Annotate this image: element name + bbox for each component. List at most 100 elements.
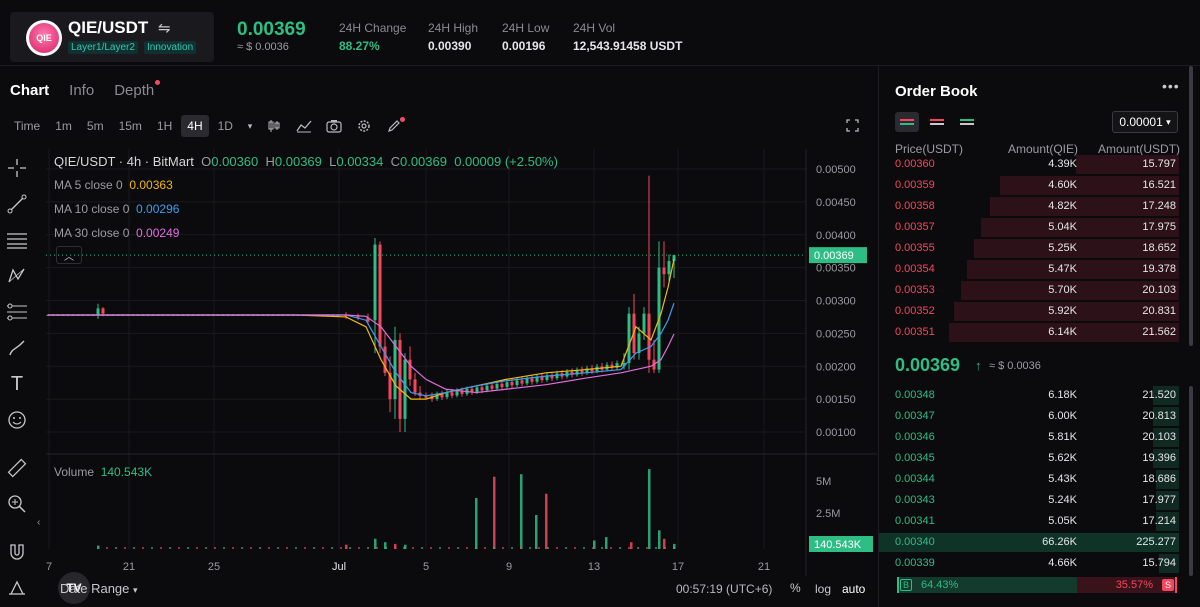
volume-legend[interactable]: Volume 140.543K: [54, 465, 152, 479]
depth-bar: [1075, 155, 1179, 174]
volume-bar: [268, 547, 270, 549]
tab-chart[interactable]: Chart: [10, 82, 50, 99]
ma5-legend[interactable]: MA 5 close 0 0.00363: [54, 178, 173, 192]
ma10-legend[interactable]: MA 10 close 0 0.00296: [54, 202, 179, 216]
ask-row[interactable]: 0.00351 6.14K 21.562: [879, 322, 1179, 343]
candle-body: [545, 375, 549, 380]
bid-price: 0.00347: [895, 410, 935, 422]
ask-row[interactable]: 0.00360 4.39K 15.797: [879, 154, 1179, 175]
view-bids-icon[interactable]: [955, 112, 979, 132]
interval-1m[interactable]: 1m: [55, 119, 72, 133]
chart-clock[interactable]: 00:57:19 (UTC+6): [676, 582, 773, 596]
buy-ratio-bar: [897, 577, 1078, 593]
horizontal-lines-icon[interactable]: [5, 228, 29, 252]
date-range-button[interactable]: Date Range ▾: [60, 581, 138, 596]
ask-row[interactable]: 0.00353 5.70K 20.103: [879, 280, 1179, 301]
ma-line-ma30: [48, 314, 675, 394]
ask-row[interactable]: 0.00359 4.60K 16.521: [879, 175, 1179, 196]
ruler-icon[interactable]: [5, 456, 29, 480]
candle-type-icon[interactable]: [266, 118, 282, 134]
volume-bar: [583, 547, 585, 549]
fullscreen-icon[interactable]: [846, 119, 859, 135]
emoji-icon[interactable]: [5, 408, 29, 432]
col-amount-qie: Amount(QIE): [1008, 142, 1079, 156]
volume-bar: [574, 547, 576, 549]
auto-scale-toggle[interactable]: auto: [842, 582, 866, 596]
brush-icon[interactable]: [5, 336, 29, 360]
bids-scrollbar[interactable]: [1189, 386, 1193, 576]
drawing-toolbar: T: [0, 151, 34, 607]
asks-scrollbar[interactable]: [1189, 66, 1193, 346]
collapse-toolbar-icon[interactable]: ‹: [37, 517, 41, 528]
interval-toolbar: Time 1m 5m 15m 1H 4H 1D ▾: [8, 114, 416, 138]
interval-1d[interactable]: 1D: [217, 119, 233, 133]
tag-layer[interactable]: Layer1/Layer2: [68, 41, 138, 54]
swap-icon[interactable]: ⇋: [158, 20, 171, 37]
chevron-down-icon[interactable]: ▾: [247, 120, 253, 131]
ask-row[interactable]: 0.00355 5.25K 18.652: [879, 238, 1179, 259]
settings-gear-icon[interactable]: [356, 118, 372, 134]
percent-scale-toggle[interactable]: %: [790, 581, 801, 595]
more-options-icon[interactable]: •••: [1162, 78, 1180, 94]
bid-price: 0.00344: [895, 473, 935, 485]
qie-logo: QIE: [26, 20, 62, 56]
pencil-icon[interactable]: [386, 117, 405, 134]
tab-info[interactable]: Info: [69, 82, 95, 99]
interval-1h[interactable]: 1H: [156, 119, 173, 133]
tradingview-logo[interactable]: TV: [58, 572, 90, 604]
bid-total: 18.686: [1142, 473, 1176, 485]
last-volume-tag-label: 140.543K: [814, 539, 862, 551]
chevron-up-icon[interactable]: ︿: [56, 246, 82, 264]
candle-body: [440, 394, 444, 398]
indicators-icon[interactable]: [296, 118, 312, 134]
bid-row[interactable]: 0.00346 5.81K 20.103: [879, 427, 1179, 448]
bid-row[interactable]: 0.00348 6.18K 21.520: [879, 385, 1179, 406]
tab-depth[interactable]: Depth: [114, 80, 161, 99]
bid-row[interactable]: 0.00344 5.43K 18.686: [879, 469, 1179, 490]
lock-drawing-icon[interactable]: [5, 576, 29, 600]
precision-select[interactable]: 0.00001 ▾: [1112, 111, 1178, 133]
ask-row[interactable]: 0.00352 5.92K 20.831: [879, 301, 1179, 322]
ma30-value: 0.00249: [136, 226, 180, 240]
bid-row[interactable]: 0.00340 66.26K 225.277: [879, 532, 1179, 553]
interval-15m[interactable]: 15m: [118, 119, 142, 133]
x-tick-label: 17: [672, 561, 684, 573]
bid-row[interactable]: 0.00343 5.24K 17.977: [879, 490, 1179, 511]
interval-4h[interactable]: 4H: [181, 115, 209, 137]
zoom-in-icon[interactable]: [5, 492, 29, 516]
ask-row[interactable]: 0.00358 4.82K 17.248: [879, 196, 1179, 217]
camera-icon[interactable]: [326, 118, 342, 134]
bid-row[interactable]: 0.00347 6.00K 20.813: [879, 406, 1179, 427]
legend-high: 0.00369: [274, 154, 322, 169]
interval-time[interactable]: Time: [14, 119, 41, 133]
notification-dot: [399, 117, 405, 122]
candle-body: [408, 359, 412, 380]
ask-row[interactable]: 0.00354 5.47K 19.378: [879, 259, 1179, 280]
volume-bar: [376, 547, 378, 549]
log-scale-toggle[interactable]: log: [815, 582, 832, 596]
pair-selector[interactable]: QIE QIE/USDT ⇋ Layer1/Layer2 Innovation: [10, 12, 214, 62]
price-chart[interactable]: 0.00500 0.00450 0.00400 0.00350 0.00300 0.002…: [46, 149, 877, 607]
tag-innovation[interactable]: Innovation: [144, 41, 197, 54]
ask-row[interactable]: 0.00357 5.04K 17.975: [879, 217, 1179, 238]
volume-bar: [412, 547, 414, 549]
volume-bar: [223, 547, 225, 549]
volume-bar: [484, 547, 486, 549]
bid-row[interactable]: 0.00345 5.62K 19.396: [879, 448, 1179, 469]
volume-bar: [605, 537, 608, 549]
ma30-legend[interactable]: MA 30 close 0 0.00249: [54, 226, 179, 240]
text-icon[interactable]: T: [10, 372, 24, 395]
view-both-icon[interactable]: [895, 112, 919, 132]
trend-line-icon[interactable]: [5, 192, 29, 216]
y-tick-label: 0.00450: [816, 197, 856, 209]
view-asks-icon[interactable]: [925, 112, 949, 132]
volume-bar: [648, 469, 651, 549]
candle-body: [490, 385, 494, 389]
interval-5m[interactable]: 5m: [86, 119, 104, 133]
fib-icon[interactable]: [5, 300, 29, 324]
bid-row[interactable]: 0.00341 5.05K 17.214: [879, 511, 1179, 532]
crosshair-icon[interactable]: [5, 156, 29, 180]
bid-row[interactable]: 0.00339 4.66K 15.794: [879, 553, 1179, 574]
magnet-icon[interactable]: [5, 540, 29, 564]
pattern-icon[interactable]: [5, 264, 29, 288]
